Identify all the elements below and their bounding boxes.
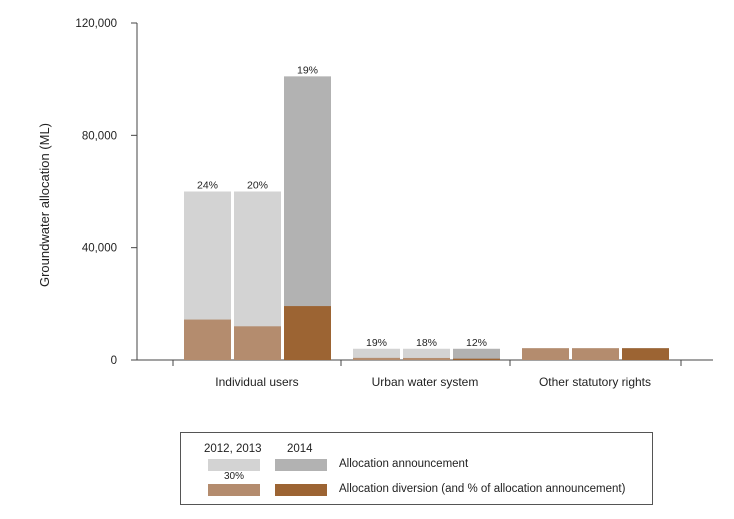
bar-diversion <box>353 357 400 360</box>
y-axis: 0 40,000 80,000 120,000 <box>75 18 138 367</box>
bar-announcement <box>403 348 450 360</box>
y-axis-label: Groundwater allocation (ML) <box>37 123 52 287</box>
bar-group: 12% <box>453 337 500 360</box>
bar-announcement <box>453 348 500 360</box>
bar-percent-label: 24% <box>197 180 218 192</box>
legend-header-2012-2013: 2012, 2013 <box>204 443 262 455</box>
legend-example-percent: 30% <box>224 471 245 482</box>
bar-diversion <box>284 306 331 360</box>
legend-label-announcement: Allocation announcement <box>339 458 469 470</box>
x-axis: Individual users Urban water system Other … <box>137 359 713 389</box>
bar-group: 24% <box>184 180 231 360</box>
bar-group: 19% <box>353 337 400 360</box>
bar-diversion <box>184 319 231 360</box>
x-category-label: Individual users <box>215 375 298 389</box>
legend-swatch-announcement-2012-2013 <box>208 459 260 471</box>
x-category-label: Other statutory rights <box>539 375 651 389</box>
bar-percent-label: 19% <box>366 337 387 349</box>
bar-diversion <box>403 357 450 360</box>
bar-group: 18% <box>403 337 450 360</box>
x-category-label: Urban water system <box>372 375 479 389</box>
bar-group <box>572 348 619 360</box>
bar-diversion <box>522 348 569 360</box>
bar-group <box>622 348 669 360</box>
bar-group <box>522 348 569 360</box>
bar-percent-label: 19% <box>297 64 318 76</box>
bars: 24% 20% 19% 19% 18% 12% <box>184 64 669 360</box>
legend: 2012, 2013 2014 Allocation announcement … <box>180 432 653 505</box>
bar-diversion <box>622 348 669 360</box>
bar-diversion <box>572 348 619 360</box>
legend-label-diversion: Allocation diversion (and % of allocatio… <box>339 483 626 495</box>
bar-diversion <box>453 358 500 360</box>
y-tick-label: 40,000 <box>82 243 117 255</box>
y-tick-label: 120,000 <box>75 18 117 30</box>
bar-diversion <box>234 326 281 360</box>
bar-group: 20% <box>234 180 281 360</box>
legend-swatch-announcement-2014 <box>275 459 327 471</box>
bar-announcement <box>353 348 400 360</box>
y-tick-label: 0 <box>111 355 117 367</box>
legend-header-2014: 2014 <box>287 443 313 455</box>
bar-group: 19% <box>284 64 331 360</box>
legend-swatch-diversion-2014 <box>275 484 327 496</box>
bar-percent-label: 12% <box>466 337 487 349</box>
bar-percent-label: 20% <box>247 180 268 192</box>
y-tick-label: 80,000 <box>82 130 117 142</box>
bar-percent-label: 18% <box>416 337 437 349</box>
legend-swatch-diversion-2012-2013 <box>208 484 260 496</box>
